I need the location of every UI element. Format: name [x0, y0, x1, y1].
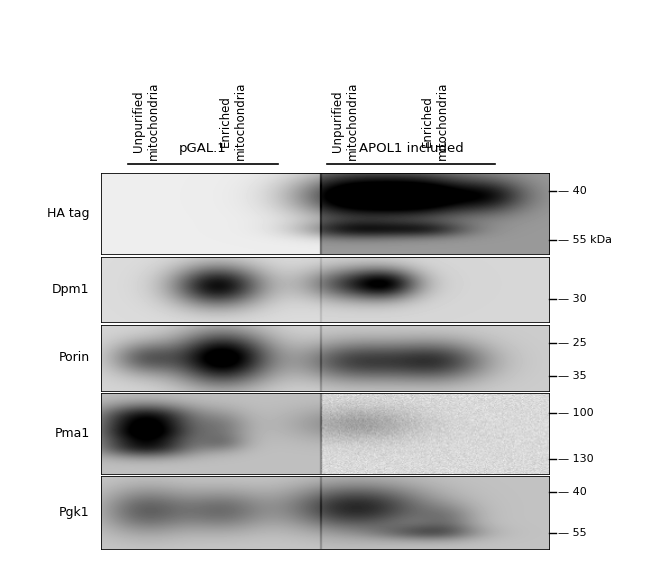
Text: Enriched
mitochondria: Enriched mitochondria	[421, 82, 449, 160]
Text: Unpurified
mitochondria: Unpurified mitochondria	[332, 82, 359, 160]
Text: — 35: — 35	[558, 371, 587, 381]
Text: — 55: — 55	[558, 528, 587, 538]
Text: — 40: — 40	[558, 487, 587, 497]
Text: — 130: — 130	[558, 454, 594, 464]
Text: Dpm1: Dpm1	[52, 283, 90, 296]
Text: Pgk1: Pgk1	[59, 506, 90, 519]
Text: pGAL.1: pGAL.1	[179, 142, 227, 155]
Text: Enriched
mitochondria: Enriched mitochondria	[219, 82, 247, 160]
Text: HA tag: HA tag	[47, 207, 90, 220]
Text: — 40: — 40	[558, 186, 587, 196]
Text: Pma1: Pma1	[55, 427, 90, 440]
Text: APOL1 included: APOL1 included	[359, 142, 463, 155]
Text: — 30: — 30	[558, 294, 587, 305]
Text: — 25: — 25	[558, 338, 587, 348]
Text: Porin: Porin	[58, 351, 90, 364]
Text: — 55 kDa: — 55 kDa	[558, 235, 612, 245]
Text: Unpurified
mitochondria: Unpurified mitochondria	[131, 82, 160, 160]
Text: — 100: — 100	[558, 408, 594, 418]
